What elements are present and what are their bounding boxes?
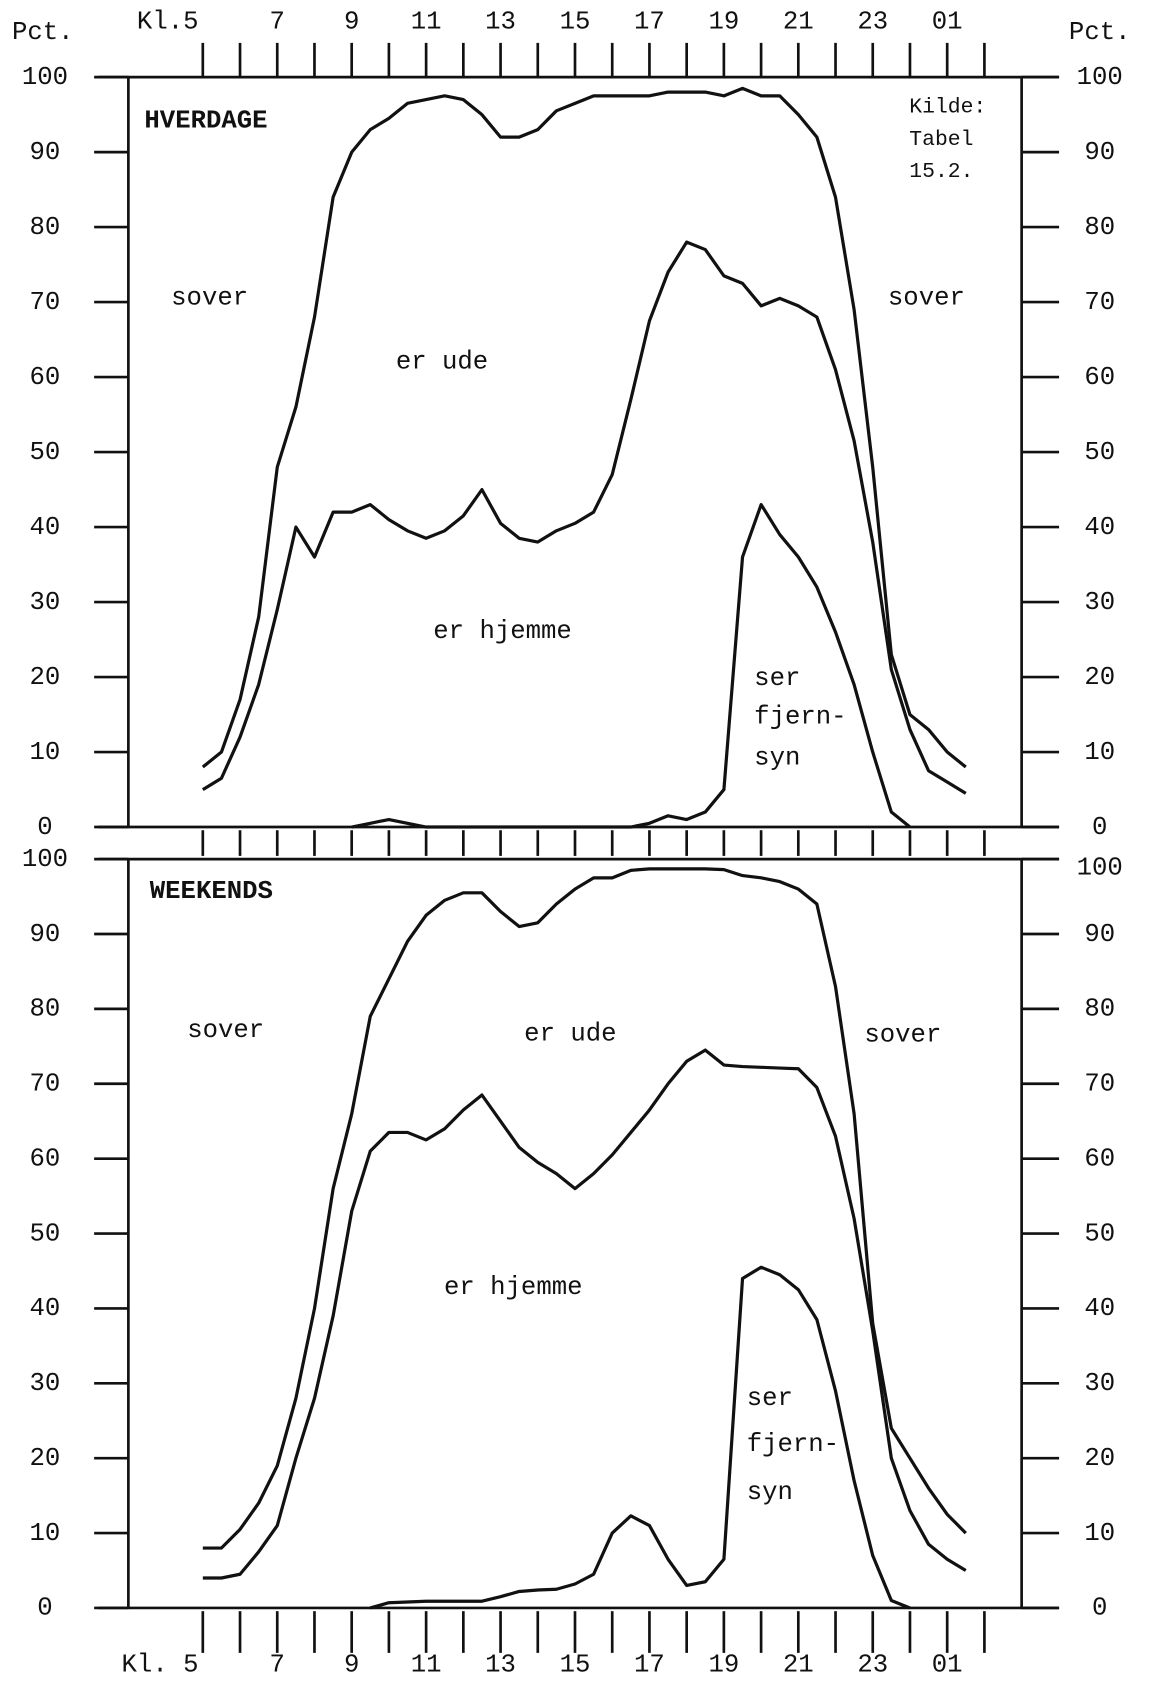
annotation: sover [171, 283, 248, 312]
y-tick-label: 20 [1084, 1444, 1115, 1473]
y-tick-label: 60 [1084, 363, 1115, 392]
y-tick-label: 0 [1092, 1594, 1107, 1623]
y-tick-label: 80 [30, 995, 61, 1024]
annotation: syn [747, 1478, 793, 1507]
annotation: fjern- [754, 703, 846, 732]
x-tick-label: 17 [634, 7, 665, 36]
y-tick-label: 60 [30, 363, 61, 392]
y-tick-label: 20 [30, 1444, 61, 1473]
annotation: 15.2. [909, 160, 973, 184]
y-axis-label: Pct. [12, 18, 74, 47]
y-tick-label: 40 [1084, 513, 1115, 542]
annotation: er hjemme [433, 617, 572, 646]
y-tick-label: 20 [30, 663, 61, 692]
y-tick-label: 40 [30, 1294, 61, 1323]
y-tick-label: 10 [30, 1519, 61, 1548]
y-tick-label: 40 [1084, 1294, 1115, 1323]
y-tick-label: 30 [1084, 1369, 1115, 1398]
x-tick-label: 13 [485, 7, 516, 36]
x-tick-label: 21 [783, 7, 814, 36]
y-tick-label: 70 [30, 1070, 61, 1099]
annotation: er ude [396, 347, 488, 376]
y-tick-label: 30 [30, 1369, 61, 1398]
series-line [202, 867, 967, 1550]
annotation: sover [864, 1020, 941, 1049]
x-tick-label: 01 [932, 7, 963, 36]
x-tick-label: 21 [783, 1650, 814, 1679]
annotation: syn [754, 743, 800, 772]
y-tick-label: 0 [1092, 813, 1107, 842]
x-tick-label: 15 [560, 1650, 591, 1679]
y-tick-label: 70 [1084, 288, 1115, 317]
y-tick-label: 100 [22, 845, 68, 874]
y-tick-label: 50 [30, 1219, 61, 1248]
annotation: Tabel [909, 128, 973, 152]
y-tick-label: 90 [30, 138, 61, 167]
y-tick-label: 20 [1084, 663, 1115, 692]
y-tick-label: 70 [30, 288, 61, 317]
series-line [351, 502, 911, 829]
y-tick-label: 0 [37, 813, 52, 842]
x-tick-label: 11 [411, 1650, 442, 1679]
y-tick-label: 90 [1084, 138, 1115, 167]
y-tick-label: 30 [30, 588, 61, 617]
y-axis-label: Pct. [1069, 18, 1131, 47]
x-tick-label: 17 [634, 1650, 665, 1679]
annotation: ser [754, 664, 800, 693]
panel-title: HVERDAGE [144, 107, 267, 136]
x-tick-label: 01 [932, 1650, 963, 1679]
x-tick-label: 11 [411, 7, 442, 36]
y-tick-label: 50 [30, 438, 61, 467]
y-tick-label: 40 [30, 513, 61, 542]
y-tick-label: 100 [22, 63, 68, 92]
y-tick-label: 50 [1084, 1219, 1115, 1248]
y-tick-label: 90 [30, 920, 61, 949]
y-tick-label: 10 [30, 738, 61, 767]
y-tick-label: 80 [1084, 995, 1115, 1024]
series-line [202, 1048, 967, 1580]
series-line [201, 86, 967, 769]
y-tick-label: 80 [1084, 213, 1115, 242]
annotation: sover [187, 1016, 264, 1045]
y-tick-label: 50 [1084, 438, 1115, 467]
annotation: fjern- [747, 1430, 839, 1459]
y-tick-label: 60 [1084, 1144, 1115, 1173]
y-tick-label: 100 [1077, 853, 1123, 882]
annotation: er ude [524, 1019, 616, 1048]
annotation: sover [888, 283, 965, 312]
y-tick-label: 80 [30, 213, 61, 242]
annotation: er hjemme [444, 1273, 583, 1302]
y-tick-label: 10 [1084, 1519, 1115, 1548]
y-tick-label: 0 [37, 1594, 52, 1623]
y-tick-label: 70 [1084, 1070, 1115, 1099]
x-tick-label: 9 [344, 7, 359, 36]
y-tick-label: 100 [1077, 63, 1123, 92]
x-tick-label: 15 [560, 7, 591, 36]
x-tick-label: Kl.5 [137, 7, 199, 36]
y-tick-label: 60 [30, 1144, 61, 1173]
x-tick-label: 23 [857, 1650, 888, 1679]
x-tick-label: 9 [344, 1650, 359, 1679]
annotation: Kilde: [909, 96, 986, 120]
x-tick-label: 23 [857, 7, 888, 36]
x-tick-label: 7 [270, 7, 285, 36]
x-tick-label: 13 [485, 1650, 516, 1679]
y-tick-label: 30 [1084, 588, 1115, 617]
x-tick-label: 19 [708, 1650, 739, 1679]
series-line [369, 1265, 911, 1610]
x-tick-label: 7 [270, 1650, 285, 1679]
y-tick-label: 90 [1084, 920, 1115, 949]
panel-title: WEEKENDS [150, 877, 273, 906]
x-tick-label: Kl. 5 [122, 1650, 199, 1679]
annotation: ser [747, 1384, 793, 1413]
y-tick-label: 10 [1084, 738, 1115, 767]
x-tick-label: 19 [708, 7, 739, 36]
series-line [201, 240, 967, 795]
